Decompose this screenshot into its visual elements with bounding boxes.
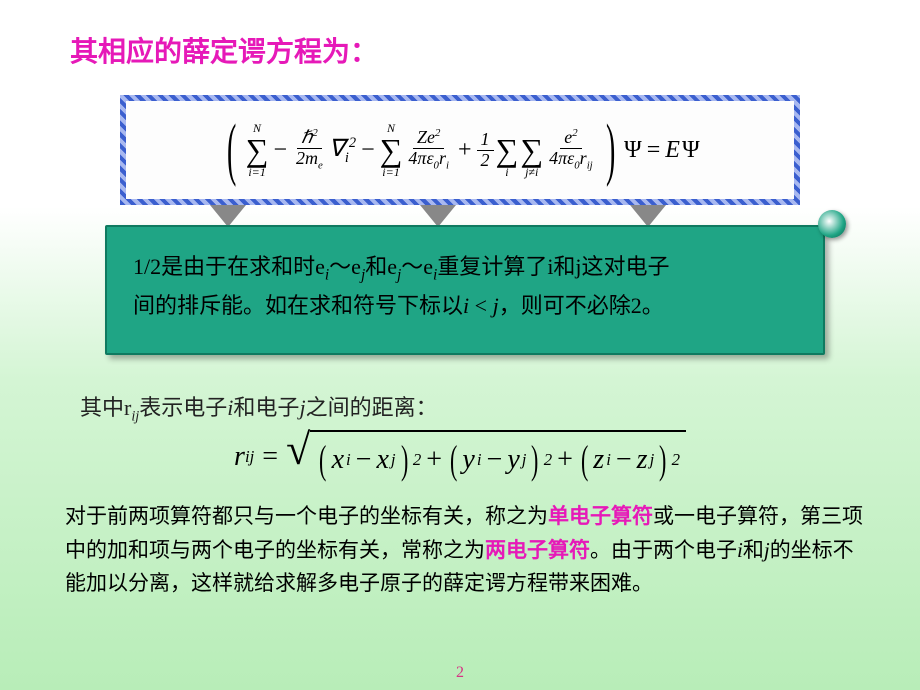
arrow-2: [420, 205, 456, 227]
slide-title: 其相应的薛定谔方程为：: [70, 30, 378, 70]
sum-2: N ∑ i=1: [380, 122, 403, 178]
rij-description: 其中rij表示电子i和电子j之间的距离：: [80, 390, 438, 425]
minus-op: −: [270, 137, 290, 164]
minus-op-2: −: [358, 137, 378, 164]
sum-1: N ∑ i=1: [246, 122, 269, 178]
arrow-1: [210, 205, 246, 227]
page-number: 2: [456, 664, 464, 682]
left-paren: (: [227, 110, 236, 190]
scroll-curl-icon: [818, 210, 846, 238]
equation-box: ( N ∑ i=1 − ℏ2 2me ∇i2 − N ∑ i=1 Ze2 4πε…: [120, 95, 800, 205]
nabla: ∇i2: [329, 134, 356, 167]
explanation-callout: 1/2是由于在求和时ei～ej和ej～ei重复计算了i和j这对电子 间的排斥能。…: [105, 225, 825, 355]
sum-3: ∑ i: [496, 122, 519, 178]
coulomb-term: Ze2 4πε0ri: [404, 128, 453, 172]
half-frac: 1 2: [477, 130, 494, 171]
operators-explanation: 对于前两项算符都只与一个电子的坐标有关，称之为单电子算符或一电子算符，第三项中的…: [65, 500, 865, 601]
E: E: [665, 137, 680, 164]
distance-equation: rij = √ (xi−xj)2 + (yi−yj)2 + (zi−zj)2: [0, 430, 920, 483]
equals: =: [644, 137, 664, 164]
arrow-3: [630, 205, 666, 227]
plus-op: +: [455, 137, 475, 164]
right-paren: ): [606, 110, 615, 190]
sum-4: ∑ j≠i: [520, 122, 543, 178]
psi: Ψ: [624, 137, 642, 164]
psi-2: Ψ: [682, 137, 700, 164]
kinetic-term: ℏ2 2me: [292, 128, 327, 172]
schrodinger-equation: ( N ∑ i=1 − ℏ2 2me ∇i2 − N ∑ i=1 Ze2 4πε…: [220, 110, 699, 190]
repulsion-term: e2 4πε0rij: [545, 128, 597, 172]
